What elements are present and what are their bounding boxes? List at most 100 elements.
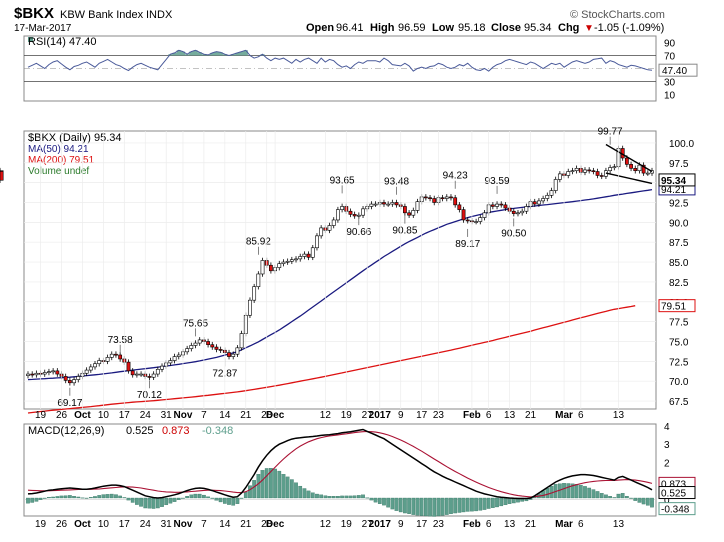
macd-histogram-bar [227, 497, 231, 505]
price-annotation: 90.85 [392, 226, 417, 237]
macd-histogram-bar [55, 496, 60, 499]
x-tick-label: 12 [320, 410, 332, 421]
macd-histogram-bar [650, 497, 654, 508]
price-tick-label: 90.0 [669, 218, 689, 229]
candle-down [114, 353, 118, 356]
macd-histogram-bar [382, 497, 386, 506]
macd-histogram-bar [386, 497, 391, 508]
candle-down [490, 204, 495, 207]
x-tick-label: 26 [56, 519, 68, 530]
macd-panel-frame [23, 423, 657, 517]
candle-down [268, 264, 273, 272]
rsi-tick-label: 90 [664, 39, 676, 50]
macd-histogram-bar [68, 495, 72, 499]
candle-down [382, 202, 386, 205]
candle-up [356, 214, 361, 217]
candle-up [193, 342, 198, 346]
x-tick-label: 10 [98, 410, 110, 421]
macd-histogram-bar [503, 497, 508, 506]
macd-legend-label: MACD(12,26,9) [28, 425, 104, 437]
chg-label: Chg [558, 22, 579, 34]
x-tick-label: Dec [266, 410, 285, 421]
macd-histogram-bar [214, 497, 219, 501]
macd-histogram-bar [578, 484, 583, 499]
x-tick-label: 21 [525, 519, 537, 530]
macd-histogram-bar [176, 497, 181, 500]
price-annotation: 85.92 [246, 237, 271, 248]
macd-histogram-bar [51, 496, 55, 499]
macd-histogram-bar [365, 497, 370, 499]
macd-histogram-bar [315, 493, 319, 499]
candle-up [88, 366, 93, 371]
macd-histogram-bar [109, 493, 114, 499]
macd-histogram-bar [206, 496, 210, 499]
macd-histogram-bar [130, 497, 135, 503]
macd-histogram-bar [147, 497, 152, 509]
rsi-line [27, 49, 653, 72]
hist-last-value-box [658, 502, 696, 516]
candle-down [352, 214, 357, 217]
price-tick-label: 92.5 [669, 198, 689, 209]
candle-up [608, 167, 613, 172]
x-tick-label: 19 [35, 519, 47, 530]
x-tick-label: 24 [140, 410, 152, 421]
x-tick-label: 17 [119, 519, 131, 530]
candle-down [407, 212, 412, 216]
candle-up [298, 256, 303, 260]
macd-histogram-bar [407, 497, 411, 514]
macd-histogram-bar [42, 497, 47, 499]
x-tick-label: 14 [219, 410, 231, 421]
x-tick-label: 17 [416, 410, 428, 421]
candle-up [361, 208, 365, 216]
candle-up [645, 172, 650, 175]
x-tick-label: Dec [266, 519, 285, 530]
x-tick-label: 13 [613, 519, 625, 530]
candle-up [47, 371, 51, 373]
macd-histogram-bar [478, 497, 483, 511]
candle-down [306, 253, 311, 258]
macd-histogram-bar [277, 470, 282, 499]
macd-histogram-bar [126, 497, 131, 501]
price-annotation: 70.12 [137, 390, 162, 401]
close-value: 95.34 [524, 22, 552, 34]
candle-down [511, 210, 516, 214]
volume-legend: Volume undef [28, 166, 89, 177]
macd-histogram-bar [181, 497, 185, 499]
candle-down [453, 197, 458, 206]
candle-down [624, 157, 629, 165]
candle-down [206, 341, 210, 345]
macd-histogram-bar [47, 497, 51, 499]
x-tick-label: 24 [140, 519, 152, 530]
ma200-line [27, 305, 636, 414]
exchange: INDX [146, 9, 173, 21]
candle-up [277, 263, 282, 268]
candle-up [336, 209, 340, 221]
macd-histogram-bar [461, 497, 466, 513]
x-tick-label: 10 [98, 519, 110, 530]
hist-last-value: -0.348 [661, 505, 690, 516]
x-tick-label: 21 [240, 519, 252, 530]
macd-histogram-bar [377, 497, 382, 504]
price-annotation: 93.59 [485, 176, 510, 187]
candle-up [231, 353, 236, 357]
rsi-legend-text: RSI(14) 47.40 [28, 36, 96, 48]
candle-down [394, 202, 399, 206]
macd-histogram-bar [453, 497, 458, 514]
macd-histogram-bar [449, 497, 453, 514]
x-tick-label: Feb [463, 410, 481, 421]
candle-down [214, 346, 219, 350]
macd-histogram-bar [562, 483, 566, 499]
candle-down [499, 203, 504, 206]
macd-histogram-bar [168, 497, 173, 504]
open-label: Open [306, 22, 334, 34]
macd-histogram-bar [155, 497, 160, 509]
candle-up [331, 219, 336, 226]
candle-down [118, 354, 123, 360]
candle-up [637, 164, 642, 172]
x-tick-label: 19 [35, 410, 47, 421]
macd-tick-label: 0 [664, 495, 670, 506]
macd-histogram-bar [499, 497, 504, 507]
candle-up [319, 227, 324, 237]
macd-legend: MACD(12,26,9) 0.525 0.873 -0.348 [28, 425, 233, 437]
